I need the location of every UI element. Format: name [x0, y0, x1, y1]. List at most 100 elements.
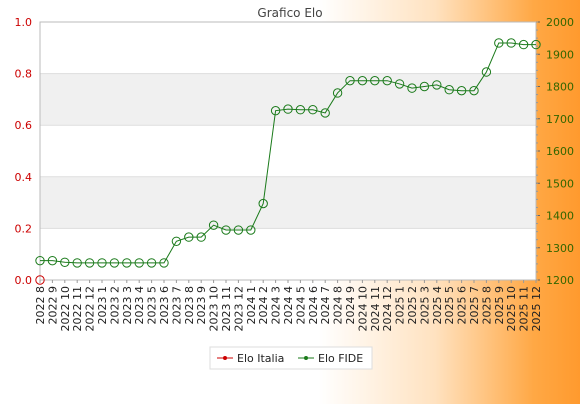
data-point	[84, 258, 95, 268]
left-tick-label: 0.0	[15, 274, 33, 287]
x-tick-label: 2023 5	[146, 286, 159, 325]
left-tick-label: 0.6	[15, 119, 33, 132]
data-point	[332, 88, 343, 98]
x-tick-label: 2024 9	[344, 286, 357, 325]
data-point	[506, 38, 516, 48]
right-tick-label: 1200	[546, 274, 574, 287]
x-tick-label: 2022 9	[46, 286, 59, 325]
right-tick-label: 1400	[546, 210, 574, 223]
data-point	[159, 258, 169, 268]
right-tick-label: 1700	[546, 113, 574, 126]
data-point	[208, 220, 219, 230]
data-point	[469, 85, 479, 96]
right-tick-label: 1300	[546, 242, 574, 255]
data-point	[184, 232, 194, 242]
x-tick-label: 2025 8	[480, 286, 493, 325]
x-tick-label: 2022 10	[59, 286, 72, 332]
data-point	[246, 225, 256, 235]
x-tick-label: 2024 4	[282, 286, 295, 325]
data-point	[481, 67, 492, 77]
data-point	[432, 80, 442, 90]
data-point	[146, 258, 157, 268]
right-axis: 1200 1300 1400 1500 1600 1700 1800 1900 2000	[536, 16, 574, 287]
x-tick-label: 2024 6	[307, 286, 320, 325]
left-axis: 0.0 0.2 0.4 0.6 0.8 1.0	[15, 16, 33, 287]
left-tick-label: 0.8	[15, 68, 33, 81]
data-point	[134, 258, 144, 268]
x-tick-label: 2023 11	[220, 286, 233, 332]
data-point	[494, 38, 504, 48]
grid-band	[40, 125, 536, 177]
x-tick-label: 2025 5	[443, 286, 456, 325]
x-tick-label: 2023 1	[96, 286, 109, 325]
data-point	[258, 198, 268, 209]
x-tick-label: 2025 3	[418, 286, 431, 325]
data-point	[308, 105, 318, 115]
right-tick-label: 2000	[546, 16, 574, 29]
right-tick-label: 1600	[546, 145, 574, 158]
grid-band	[40, 228, 536, 280]
x-tick-label: 2023 6	[158, 286, 171, 325]
data-point	[456, 85, 467, 96]
legend-fide-marker	[304, 356, 308, 360]
x-tick-label: 2024 5	[294, 286, 307, 325]
data-point	[357, 75, 368, 86]
data-point	[35, 275, 45, 285]
x-tick-label: 2022 12	[84, 286, 97, 332]
legend-italia-label: Elo Italia	[237, 352, 284, 365]
x-tick-label: 2023 4	[133, 286, 146, 325]
data-point	[518, 39, 529, 50]
x-tick-label: 2023 7	[170, 286, 183, 325]
x-tick-label: 2025 12	[530, 286, 543, 332]
x-tick-label: 2025 6	[456, 286, 469, 325]
series-layer	[35, 38, 541, 285]
legend: Elo Italia Elo FIDE	[209, 346, 373, 370]
x-tick-label: 2023 10	[208, 286, 221, 332]
plot-bands	[40, 21, 536, 281]
x-tick-label: 2024 1	[245, 286, 258, 325]
left-tick-label: 0.4	[15, 171, 33, 184]
data-point	[196, 232, 206, 242]
data-point	[97, 258, 107, 268]
data-point	[370, 75, 380, 86]
grid-band	[40, 73, 536, 126]
x-tick-label: 2025 1	[394, 286, 407, 325]
x-tick-label: 2025 9	[493, 286, 506, 325]
x-tick-label: 2024 2	[257, 286, 270, 325]
x-tick-label: 2023 2	[108, 286, 121, 325]
data-point	[345, 75, 355, 86]
left-tick-label: 0.2	[15, 222, 33, 235]
data-point	[295, 105, 306, 115]
x-tick-label: 2023 3	[121, 286, 134, 325]
chart-title: Grafico Elo	[257, 6, 322, 20]
data-point	[47, 255, 58, 266]
data-point	[270, 105, 281, 116]
data-point	[283, 104, 293, 114]
grid-band	[40, 176, 536, 229]
x-tick-label: 2024 8	[332, 286, 345, 325]
data-point	[72, 258, 82, 268]
legend-italia-marker	[223, 356, 227, 360]
x-tick-label: 2023 8	[183, 286, 196, 325]
x-tick-label: 2022 11	[71, 286, 84, 332]
x-tick-label: 2022 8	[34, 286, 47, 325]
x-tick-label: 2025 4	[431, 286, 444, 325]
x-tick-label: 2024 12	[381, 286, 394, 332]
data-point	[382, 75, 392, 86]
grid-band	[40, 22, 536, 74]
data-point	[171, 236, 182, 247]
data-point	[531, 39, 541, 50]
x-tick-label: 2025 10	[505, 286, 518, 332]
data-point	[407, 83, 417, 93]
data-point	[444, 85, 454, 95]
data-point	[109, 258, 120, 268]
data-point	[419, 81, 430, 92]
x-tick-label: 2024 11	[369, 286, 382, 332]
data-point	[233, 225, 244, 235]
x-tick-label: 2025 11	[518, 286, 531, 332]
x-tick-label: 2024 3	[270, 286, 283, 325]
right-tick-label: 1800	[546, 81, 574, 94]
legend-fide-label: Elo FIDE	[318, 352, 363, 365]
